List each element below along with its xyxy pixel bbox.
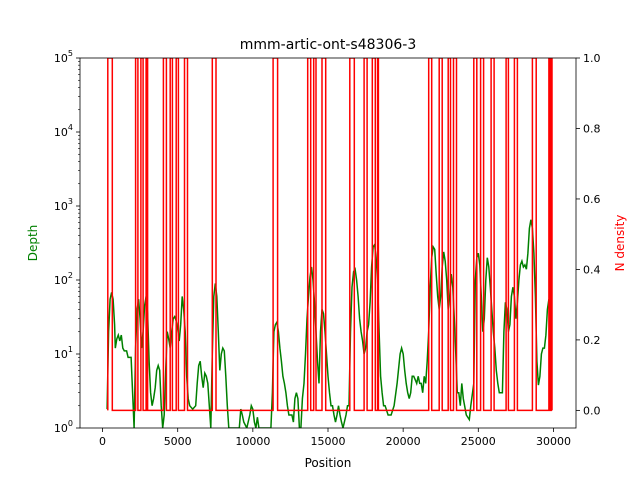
y-left-tick-label: 101 — [54, 345, 73, 361]
ticks: 0 5000 10000 15000 20000 25000 30000 100 101 102 1… — [54, 49, 601, 448]
x-tick-label: 15000 — [311, 435, 346, 448]
y-right-tick-label: 0.6 — [583, 193, 601, 206]
y-left-tick-label: 102 — [54, 271, 73, 287]
y-left-tick-label: 104 — [54, 123, 73, 139]
y-axis-left-label: Depth — [26, 225, 40, 262]
x-tick-label: 30000 — [536, 435, 571, 448]
x-tick-label: 0 — [99, 435, 106, 448]
y-left-tick-label: 105 — [54, 49, 73, 65]
y-left-tick-label: 103 — [54, 197, 73, 213]
y-right-tick-label: 0.4 — [583, 263, 601, 276]
x-axis-label: Position — [305, 456, 352, 470]
y-right-tick-label: 0.0 — [583, 404, 601, 417]
x-tick-label: 10000 — [235, 435, 270, 448]
x-tick-label: 20000 — [386, 435, 421, 448]
chart-title: mmm-artic-ont-s48306-3 — [240, 37, 416, 53]
y-right-tick-label: 0.8 — [583, 122, 601, 135]
y-right-tick-label: 0.2 — [583, 334, 601, 347]
y-right-tick-label: 1.0 — [583, 52, 601, 65]
y-left-tick-label: 100 — [54, 419, 73, 435]
x-tick-label: 5000 — [164, 435, 192, 448]
n-density-series-line — [107, 58, 553, 412]
y-axis-right-label: N density — [613, 215, 627, 272]
x-tick-label: 25000 — [461, 435, 496, 448]
plot-area — [106, 58, 553, 428]
